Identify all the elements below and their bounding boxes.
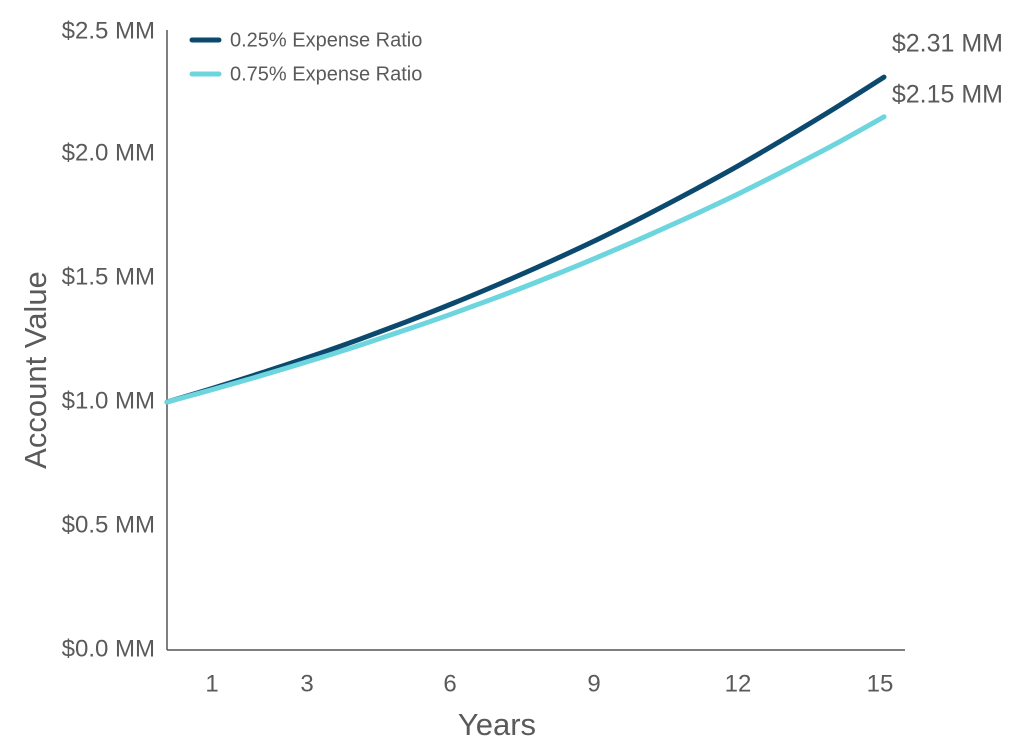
legend-label-0.25: 0.25% Expense Ratio xyxy=(230,29,422,51)
end-value-label-0.75: $2.15 MM xyxy=(892,81,1003,109)
y-tick-label: $1.5 MM xyxy=(62,263,155,290)
x-tick-label: 1 xyxy=(205,670,218,697)
x-tick-label: 6 xyxy=(443,670,456,697)
y-tick-label: $2.0 MM xyxy=(62,139,155,166)
legend: 0.25% Expense Ratio 0.75% Expense Ratio xyxy=(189,29,422,85)
y-tick-label: $1.0 MM xyxy=(62,387,155,414)
series-lines xyxy=(164,74,887,405)
legend-label-0.75: 0.75% Expense Ratio xyxy=(230,63,422,85)
x-tick-label: 12 xyxy=(725,670,752,697)
series-line-0.75-expense-ratio xyxy=(164,114,887,405)
y-tick-label: $0.0 MM xyxy=(62,635,155,662)
y-tick-label: $0.5 MM xyxy=(62,511,155,538)
y-tick-label: $2.5 MM xyxy=(62,17,155,44)
x-tick-label: 9 xyxy=(587,670,600,697)
x-tick-label: 15 xyxy=(867,670,894,697)
series-line-0.25-expense-ratio xyxy=(164,74,887,405)
end-value-label-0.25: $2.31 MM xyxy=(892,30,1003,58)
x-tick-labels: 1 3 6 9 12 15 xyxy=(205,670,893,697)
x-tick-label: 3 xyxy=(300,670,313,697)
y-tick-labels: $0.0 MM $0.5 MM $1.0 MM $1.5 MM $2.0 MM … xyxy=(62,17,155,662)
x-axis-title: Years xyxy=(458,707,536,742)
y-axis-title: Account Value xyxy=(18,271,53,469)
